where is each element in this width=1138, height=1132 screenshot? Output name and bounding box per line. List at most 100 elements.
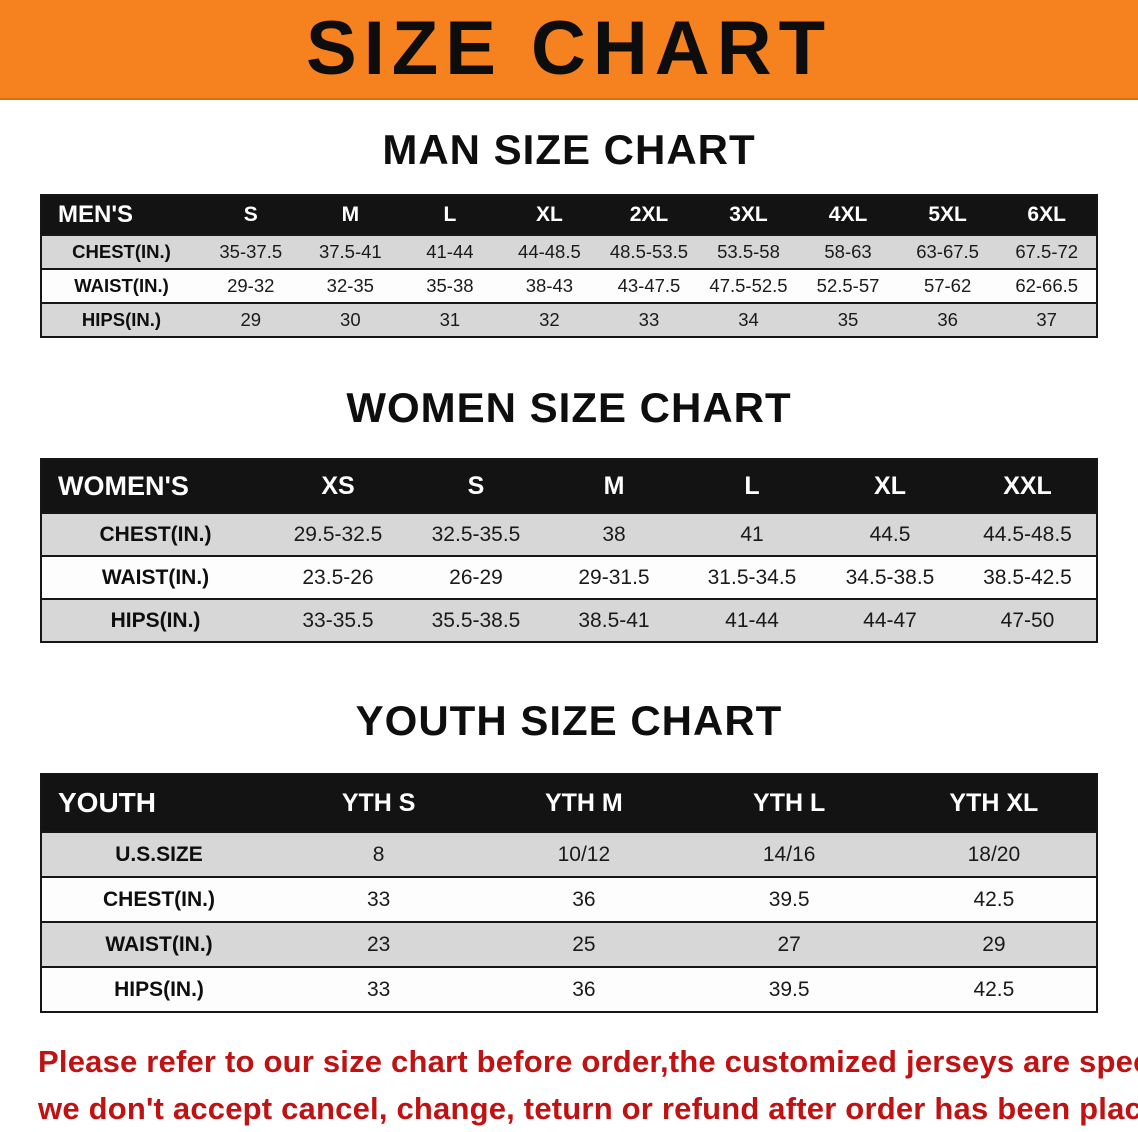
- size-cell: 39.5: [768, 887, 810, 911]
- row-label: HIPS(IN.): [114, 977, 204, 1001]
- size-cell: 42.5: [973, 977, 1015, 1001]
- size-column-header: YTH S: [276, 774, 482, 832]
- size-cell: 29: [982, 932, 1006, 956]
- table-corner-label: MEN'S: [41, 195, 201, 235]
- size-cell: 37.5-41: [318, 241, 382, 262]
- row-label: WAIST(IN.): [101, 565, 210, 589]
- table-row: WAIST(IN.) 23 25 27 29: [41, 922, 1097, 967]
- row-label: CHEST(IN.): [72, 241, 171, 262]
- size-cell: 14/16: [762, 842, 816, 866]
- size-cell: 38: [602, 522, 626, 546]
- size-cell: 31.5-34.5: [707, 565, 797, 589]
- size-column-header: 2XL: [599, 195, 699, 235]
- size-column-header: 6XL: [997, 195, 1097, 235]
- size-cell: 33: [366, 887, 391, 911]
- size-cell: 47.5-52.5: [709, 275, 788, 296]
- row-label: HIPS(IN.): [110, 608, 201, 632]
- table-row: WAIST(IN.) 29-32 32-35 35-38 38-43 43-47.5 47.…: [41, 269, 1097, 303]
- size-cell: 37: [1036, 309, 1057, 330]
- size-cell: 52.5-57: [816, 275, 880, 296]
- section-heading: WOMEN SIZE CHART: [346, 384, 792, 431]
- size-cell: 18/20: [967, 842, 1021, 866]
- table-row: CHEST(IN.) 29.5-32.5 32.5-35.5 38 41 44.5 44.5…: [41, 513, 1097, 556]
- size-column-header: YTH M: [481, 774, 687, 832]
- size-column-header: XL: [499, 195, 600, 235]
- size-cell: 32-35: [326, 275, 374, 296]
- size-cell: 27: [777, 932, 801, 956]
- table-header-row: MEN'S S M L XL 2XL 3XL 4XL 5XL 6XL: [41, 195, 1097, 235]
- size-section: WOMEN SIZE CHART WOMEN'S XS S M L XL XXL CHEST(I…: [0, 384, 1138, 643]
- size-cell: 53.5-58: [717, 241, 780, 262]
- size-cell: 44.5: [869, 522, 911, 546]
- section-heading: MAN SIZE CHART: [382, 126, 756, 173]
- size-cell: 32: [539, 309, 560, 330]
- row-label: U.S.SIZE: [115, 842, 203, 866]
- size-cell: 32.5-35.5: [431, 522, 521, 546]
- table-row: HIPS(IN.) 33-35.5 35.5-38.5 38.5-41 41-44 44-…: [41, 599, 1097, 642]
- size-cell: 44.5-48.5: [983, 522, 1072, 546]
- size-cell: 48.5-53.5: [609, 241, 689, 262]
- size-chart-sections: MAN SIZE CHART MEN'S S M L XL 2XL 3XL 4XL 5XL 6XL C…: [0, 126, 1138, 1013]
- table-header-row: YOUTH YTH S YTH M YTH L YTH XL: [41, 774, 1097, 832]
- row-label: CHEST(IN.): [103, 887, 215, 911]
- size-section: YOUTH SIZE CHART YOUTH YTH S YTH M YTH L YTH …: [0, 697, 1138, 1013]
- size-cell: 23: [366, 932, 391, 956]
- size-column-header: XS: [269, 459, 407, 513]
- size-cell: 38.5-41: [578, 608, 650, 632]
- size-cell: 30: [340, 309, 361, 330]
- size-cell: 34.5-38.5: [845, 565, 935, 589]
- size-cell: 33: [366, 977, 391, 1001]
- size-cell: 42.5: [973, 887, 1015, 911]
- size-cell: 44-47: [863, 608, 917, 632]
- size-cell: 35-38: [426, 275, 474, 296]
- row-label: HIPS(IN.): [81, 309, 162, 330]
- size-cell: 35: [837, 309, 859, 330]
- size-cell: 8: [372, 842, 385, 866]
- table-row: U.S.SIZE 8 10/12 14/16 18/20: [41, 832, 1097, 877]
- size-cell: 41-44: [725, 608, 779, 632]
- size-cell: 33-35.5: [302, 608, 374, 632]
- size-cell: 47-50: [1000, 608, 1055, 632]
- size-column-header: 4XL: [798, 195, 898, 235]
- size-cell: 23.5-26: [302, 565, 374, 589]
- table-row: HIPS(IN.) 33 36 39.5 42.5: [41, 967, 1097, 1012]
- table-row: CHEST(IN.) 33 36 39.5 42.5: [41, 877, 1097, 922]
- size-column-header: XL: [821, 459, 959, 513]
- size-column-header: YTH L: [686, 774, 892, 832]
- size-column-header: 3XL: [698, 195, 799, 235]
- size-cell: 33: [638, 309, 660, 330]
- size-cell: 29-32: [227, 275, 275, 296]
- size-table: YOUTH YTH S YTH M YTH L YTH XL U.S.SIZE 8 10/12…: [40, 773, 1098, 1013]
- size-cell: 29.5-32.5: [293, 522, 383, 546]
- disclaimer-line-1: Please refer to our size chart before or…: [38, 1044, 1138, 1079]
- size-column-header: S: [201, 195, 301, 235]
- size-cell: 58-63: [824, 241, 872, 262]
- table-row: HIPS(IN.) 29 30 31 32 33 34 35 36 37: [41, 303, 1097, 337]
- table-row: CHEST(IN.) 35-37.5 37.5-41 41-44 44-48.5 48.5…: [41, 235, 1097, 269]
- size-cell: 62-66.5: [1015, 275, 1079, 296]
- size-cell: 36: [572, 977, 596, 1001]
- size-column-header: M: [300, 195, 401, 235]
- size-column-header: YTH XL: [891, 774, 1097, 832]
- size-cell: 38.5-42.5: [983, 565, 1072, 589]
- size-cell: 29-31.5: [578, 565, 650, 589]
- table-header-row: WOMEN'S XS S M L XL XXL: [41, 459, 1097, 513]
- size-cell: 36: [572, 887, 596, 911]
- size-cell: 57-62: [923, 275, 972, 296]
- size-cell: 44-48.5: [518, 241, 581, 262]
- size-cell: 39.5: [768, 977, 810, 1001]
- table-row: WAIST(IN.) 23.5-26 26-29 29-31.5 31.5-34.5 34…: [41, 556, 1097, 599]
- size-cell: 35.5-38.5: [431, 608, 521, 632]
- size-cell: 34: [738, 309, 759, 330]
- size-column-header: XXL: [959, 459, 1097, 513]
- size-table: WOMEN'S XS S M L XL XXL CHEST(IN.) 29.5-32.5 32.5…: [40, 458, 1098, 643]
- size-cell: 26-29: [449, 565, 503, 589]
- size-cell: 43-47.5: [617, 275, 681, 296]
- size-cell: 10/12: [557, 842, 611, 866]
- section-heading: YOUTH SIZE CHART: [355, 697, 783, 744]
- size-cell: 41-44: [426, 241, 474, 262]
- size-cell: 31: [439, 309, 461, 330]
- size-column-header: L: [400, 195, 500, 235]
- banner: SIZE CHART: [0, 0, 1138, 100]
- size-cell: 29: [240, 309, 262, 330]
